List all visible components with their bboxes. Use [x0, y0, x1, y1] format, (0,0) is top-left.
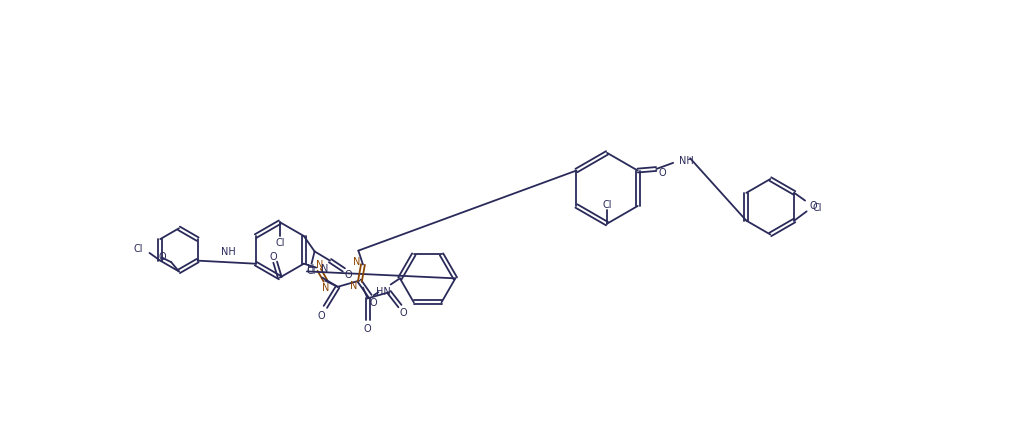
Text: Cl: Cl	[307, 265, 316, 275]
Text: N: N	[353, 257, 360, 267]
Text: O: O	[659, 168, 666, 178]
Text: HN: HN	[376, 286, 390, 296]
Text: N: N	[350, 280, 357, 290]
Text: O: O	[270, 251, 278, 261]
Text: NH: NH	[221, 247, 236, 256]
Text: O: O	[399, 308, 406, 318]
Text: O: O	[369, 298, 377, 308]
Text: Cl: Cl	[813, 202, 822, 212]
Text: NH: NH	[679, 155, 695, 165]
Text: N: N	[322, 282, 329, 292]
Text: H: H	[308, 264, 315, 274]
Text: O: O	[810, 201, 817, 211]
Text: O: O	[345, 270, 352, 280]
Text: O: O	[318, 310, 325, 320]
Text: Cl: Cl	[134, 244, 143, 254]
Text: O: O	[364, 323, 371, 333]
Text: O: O	[158, 251, 166, 261]
Text: Cl: Cl	[275, 237, 285, 247]
Text: Cl: Cl	[602, 199, 612, 209]
Text: N: N	[321, 264, 328, 274]
Text: N: N	[316, 259, 323, 269]
